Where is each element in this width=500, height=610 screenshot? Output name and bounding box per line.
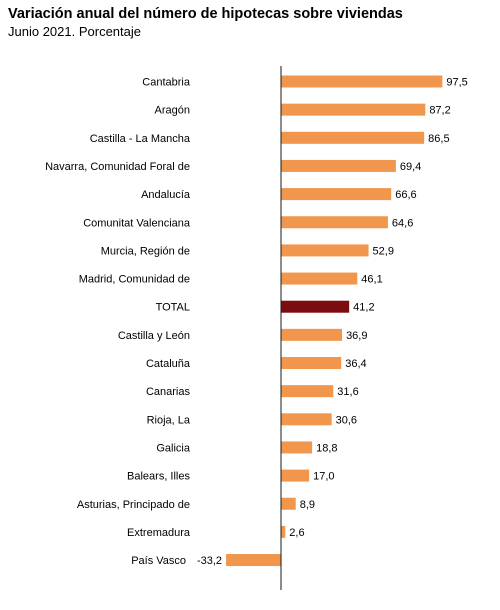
value-label-galicia: 18,8 [316, 442, 337, 454]
category-label-extremadura: Extremadura [127, 527, 191, 539]
category-label-galicia: Galicia [156, 442, 191, 454]
bar-pais-vasco [226, 554, 281, 567]
category-label-asturias-principado-de: Asturias, Principado de [77, 499, 190, 511]
category-label-navarra-comunidad-foral-de: Navarra, Comunidad Foral de [45, 161, 190, 173]
bar-comunitat-valenciana [281, 216, 388, 229]
value-label-cantabria: 97,5 [446, 77, 467, 89]
category-label-canarias: Canarias [146, 386, 191, 398]
bar-cantabria [281, 75, 443, 88]
category-label-castilla-la-mancha: Castilla - La Mancha [90, 133, 191, 145]
value-label-pais-vasco: -33,2 [197, 555, 222, 567]
value-label-rioja-la: 30,6 [336, 414, 357, 426]
value-label-murcia-region-de: 52,9 [373, 245, 394, 257]
value-label-navarra-comunidad-foral-de: 69,4 [400, 161, 421, 173]
bar-andalucia [281, 188, 392, 201]
bar-balears-illes [281, 469, 310, 482]
value-label-comunitat-valenciana: 64,6 [392, 217, 413, 229]
value-label-madrid-comunidad-de: 46,1 [361, 274, 382, 286]
value-label-andalucia: 66,6 [395, 189, 416, 201]
value-label-cataluna: 36,4 [345, 358, 366, 370]
category-label-castilla-y-leon: Castilla y León [118, 330, 190, 342]
value-label-extremadura: 2,6 [289, 527, 304, 539]
category-label-cantabria: Cantabria [142, 77, 191, 89]
category-label-total: TOTAL [156, 302, 190, 314]
value-label-asturias-principado-de: 8,9 [300, 499, 315, 511]
category-label-comunitat-valenciana: Comunitat Valenciana [83, 217, 191, 229]
category-label-andalucia: Andalucía [141, 189, 191, 201]
bar-canarias [281, 385, 334, 398]
bar-cataluna [281, 357, 342, 369]
bar-rioja-la [281, 413, 332, 426]
value-label-castilla-y-leon: 36,9 [346, 330, 367, 342]
value-labels: 97,5 87,2 86,5 69,4 66,6 64,6 52,9 46,1 41,2 36,9… [197, 77, 468, 568]
bar-castilla-y-leon [281, 328, 343, 341]
category-label-murcia-region-de: Murcia, Región de [101, 245, 190, 257]
category-label-balears-illes: Balears, Illes [127, 471, 190, 483]
bar-total [281, 300, 350, 313]
category-label-rioja-la: Rioja, La [147, 414, 191, 426]
bar-extremadura [281, 525, 286, 538]
bar-navarra-comunidad-foral-de [281, 159, 396, 172]
bar-asturias-principado-de [281, 497, 296, 510]
chart-title: Variación anual del número de hipotecas … [8, 6, 403, 22]
category-label-aragon: Aragón [155, 105, 190, 117]
value-label-aragon: 87,2 [429, 105, 450, 117]
value-label-balears-illes: 17,0 [313, 471, 334, 483]
bars-group [226, 75, 443, 567]
chart-subtitle: Junio 2021. Porcentaje [8, 24, 141, 39]
bar-madrid-comunidad-de [281, 272, 358, 285]
bar-aragon [281, 103, 426, 116]
category-label-madrid-comunidad-de: Madrid, Comunidad de [79, 274, 190, 286]
bar-castilla-la-mancha [281, 131, 425, 144]
category-labels: Cantabria Aragón Castilla - La Mancha Navar… [45, 77, 191, 568]
value-label-total: 41,2 [353, 302, 374, 314]
value-label-canarias: 31,6 [337, 386, 358, 398]
bar-galicia [281, 441, 313, 454]
category-label-pais-vasco: País Vasco [131, 555, 186, 567]
bar-murcia-region-de [281, 244, 369, 257]
category-label-cataluna: Cataluña [146, 358, 191, 370]
value-label-castilla-la-mancha: 86,5 [428, 133, 449, 145]
